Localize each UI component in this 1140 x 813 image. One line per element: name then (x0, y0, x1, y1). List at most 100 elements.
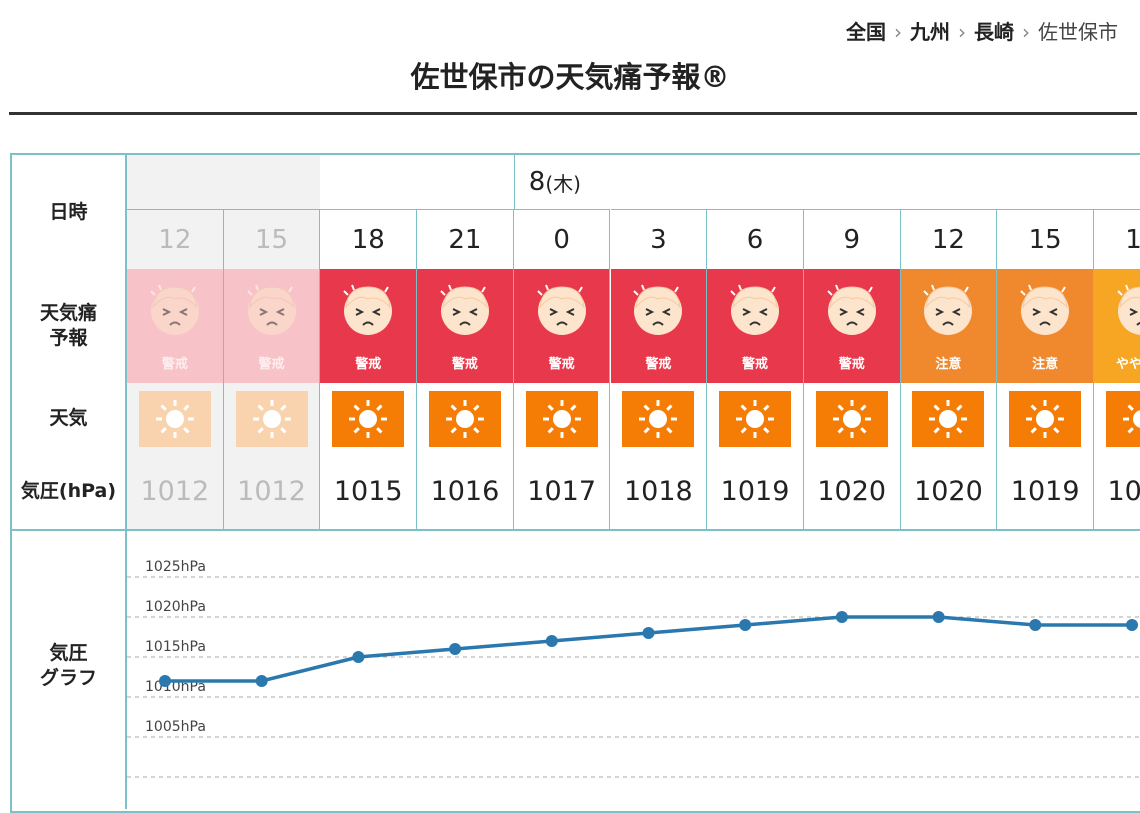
weather-cell (320, 383, 418, 454)
sun (262, 409, 281, 428)
pressure: 1020 (817, 476, 887, 507)
hair (635, 285, 681, 309)
pain-face-icon (440, 284, 489, 335)
pressure-cell: 1019 (1094, 454, 1140, 529)
hour: 3 (650, 224, 667, 255)
hour: 6 (746, 224, 764, 255)
sweat (1117, 284, 1129, 296)
sun-rays (832, 399, 871, 438)
divider (9, 112, 1137, 115)
sun-icon (138, 390, 211, 447)
pressure-line (165, 615, 1132, 683)
pressure-cell: 1020 (901, 454, 998, 529)
eyes (742, 307, 768, 316)
pain-level: やや注意 (1115, 356, 1140, 372)
breadcrumb-item: 長崎 (974, 20, 1014, 44)
pain-level: 警戒 (451, 356, 478, 372)
row-header-label: 天気 (49, 407, 88, 430)
breadcrumb: 全国 › 九州 › 長崎 › 佐世保市 (846, 16, 1118, 45)
eyes (1129, 307, 1139, 316)
y-tick-label: 1015hPa (145, 639, 206, 655)
sun (552, 409, 571, 428)
eyes (1032, 307, 1058, 316)
eyes (839, 307, 865, 316)
pressure-cell: 1012 (127, 454, 224, 529)
pressure-point (739, 619, 752, 631)
sweat (343, 284, 390, 296)
sun-icon (719, 390, 792, 447)
breadcrumb-separator: › (894, 20, 902, 44)
sun-icon (525, 390, 598, 447)
weather-cell (223, 383, 321, 454)
row-header-label: 日時 (49, 200, 88, 223)
pain-level: 警戒 (258, 356, 285, 372)
breadcrumb-item: 佐世保市 (1038, 20, 1118, 44)
breadcrumb-separator: › (958, 20, 966, 44)
pressure-cell: 1019 (997, 454, 1094, 529)
pressure-cell: 1012 (223, 454, 321, 529)
y-tick-label: 1005hPa (145, 719, 206, 735)
mouth (652, 321, 665, 326)
row-header: 天気痛 予報 (12, 269, 127, 383)
hair (248, 285, 295, 309)
pain-level: 警戒 (645, 356, 672, 372)
mouth (1039, 321, 1051, 326)
pressure-point (1029, 619, 1042, 631)
page-title: 佐世保市の天気痛予報® (410, 60, 730, 94)
y-tick-label: 1025hPa (145, 559, 206, 575)
hour: 15 (254, 224, 289, 255)
pain-face-icon (343, 284, 393, 335)
sun-icon (428, 390, 501, 447)
sweat (633, 284, 680, 296)
pressure-cell: 1016 (417, 454, 514, 529)
pressure-cell: 1019 (707, 454, 804, 529)
pressure-point (835, 611, 848, 623)
sun-rays (929, 399, 968, 438)
hour-cell: 0 (513, 209, 611, 269)
sun-icon (815, 390, 888, 447)
sun (359, 409, 378, 428)
pain-cell: 警戒 (610, 269, 708, 383)
weather-cell (804, 383, 901, 454)
sun-rays (349, 399, 388, 438)
pain-level: 警戒 (355, 356, 382, 372)
pressure: 1012 (237, 476, 306, 507)
hour: 12 (931, 224, 965, 255)
pain-level: 注意 (935, 356, 962, 372)
row-header: 天気 (12, 383, 127, 454)
sun-rays (1026, 399, 1065, 438)
pain-face-icon (633, 284, 683, 335)
date-cell: 8 (木) (513, 155, 581, 209)
pain-cell: 警戒 (707, 269, 804, 383)
row-header-label: 気圧(hPa) (20, 480, 117, 503)
pain-face-icon (246, 284, 296, 335)
y-tick-label: 1020hPa (145, 599, 206, 615)
pain-face-icon (730, 284, 780, 335)
sun (1132, 409, 1140, 428)
pain-cell: 警戒 (127, 269, 224, 383)
weather-cell (127, 383, 224, 454)
sun-icon (912, 390, 985, 447)
pain-face-icon (827, 284, 876, 335)
hair (1022, 285, 1068, 309)
hair (538, 285, 585, 309)
hour-cell: 12 (127, 209, 224, 269)
mouth (1136, 321, 1140, 326)
eyes (549, 307, 575, 316)
hour: 15 (1028, 224, 1062, 255)
mouth (362, 321, 374, 326)
sweat (923, 284, 970, 296)
hour-cell: 9 (803, 209, 901, 269)
sun-icon (1009, 390, 1082, 447)
pain-face-icon (1117, 284, 1140, 335)
pain-level: 警戒 (161, 356, 188, 372)
pressure-cell: 1018 (611, 454, 708, 529)
hair (1119, 286, 1140, 309)
pressure: 1012 (140, 476, 210, 507)
sweat (827, 284, 873, 296)
hour-cell: 15 (223, 209, 321, 269)
weather-cell (707, 383, 804, 454)
hour-cell: 18 (320, 209, 418, 269)
